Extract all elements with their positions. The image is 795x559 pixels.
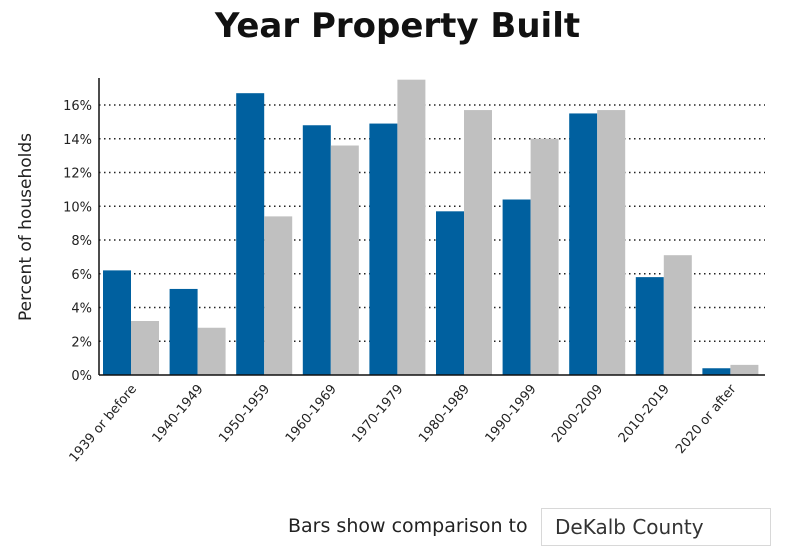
bar[interactable] (397, 79, 426, 375)
comparison-area-select[interactable]: DeKalb County (541, 508, 771, 546)
bar[interactable] (369, 123, 398, 375)
bars (103, 79, 759, 376)
bar[interactable] (635, 277, 664, 375)
x-tick-label: 2000-2009 (549, 382, 606, 446)
y-tick-label: 2% (71, 335, 92, 350)
bar[interactable] (264, 216, 293, 375)
bar[interactable] (236, 93, 265, 375)
y-tick-label: 8% (71, 234, 92, 249)
y-tick-label: 6% (71, 268, 92, 283)
bar-chart: 0% 2% 4% 6% 8% 10% 12% 14% 16% 1939 or before 1940… (16, 78, 765, 466)
bar[interactable] (702, 368, 731, 375)
x-tick-label: 1950-1959 (216, 382, 273, 446)
y-tick-label: 14% (63, 133, 92, 148)
bar[interactable] (197, 327, 226, 375)
bar[interactable] (663, 255, 692, 375)
bar[interactable] (436, 211, 464, 375)
bar[interactable] (730, 364, 759, 375)
bar[interactable] (464, 110, 492, 375)
chart-title: Year Property Built (214, 6, 581, 46)
bar[interactable] (169, 288, 198, 375)
bar[interactable] (530, 138, 559, 375)
x-tick-label: 2010-2019 (616, 382, 673, 446)
x-tick-label: 1960-1969 (283, 382, 340, 446)
x-tick-label: 1980-1989 (416, 382, 473, 446)
y-tick-label: 12% (63, 167, 92, 182)
y-tick-label: 4% (71, 302, 92, 317)
x-tick-label: 1990-1999 (483, 382, 540, 446)
bar[interactable] (502, 199, 531, 376)
y-tick-label: 10% (63, 200, 92, 215)
bar[interactable] (597, 110, 626, 375)
comparison-label: Bars show comparison to (288, 515, 528, 537)
x-tick-label: 1940-1949 (150, 382, 207, 446)
x-tick-label: 2020 or after (673, 381, 740, 457)
bar[interactable] (330, 145, 359, 376)
axes (98, 78, 765, 376)
comparison-footer: Bars show comparison to DeKalb County (288, 508, 773, 548)
bar[interactable] (103, 270, 131, 375)
bar[interactable] (569, 113, 598, 375)
y-tick-label: 16% (63, 99, 92, 114)
bar[interactable] (131, 321, 159, 375)
y-tick-label: 0% (71, 369, 92, 384)
bar[interactable] (302, 125, 331, 375)
y-axis-label: Percent of households (16, 133, 36, 321)
x-tick-label: 1970-1979 (349, 382, 406, 446)
x-tick-label: 1939 or before (67, 382, 141, 466)
